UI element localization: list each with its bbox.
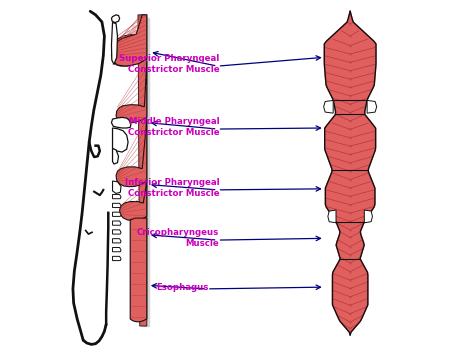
Polygon shape [324,100,333,113]
Polygon shape [112,148,118,164]
Polygon shape [116,119,147,187]
Polygon shape [365,210,373,223]
Polygon shape [112,15,142,66]
Polygon shape [138,15,147,326]
Polygon shape [137,20,139,59]
Polygon shape [112,195,121,199]
Polygon shape [116,61,147,123]
Text: Superior Pharyngeal
Constrictor Muscle: Superior Pharyngeal Constrictor Muscle [119,54,219,75]
Polygon shape [122,36,125,62]
Text: Inferior Pharyngeal
Constrictor Muscle: Inferior Pharyngeal Constrictor Muscle [125,178,219,198]
Polygon shape [367,100,377,113]
Polygon shape [111,15,119,23]
Polygon shape [112,128,128,152]
Text: Esophagus: Esophagus [156,283,209,291]
Polygon shape [142,15,145,57]
Polygon shape [111,23,118,64]
Text: Middle Pharyngeal
Constrictor Muscle: Middle Pharyngeal Constrictor Muscle [128,117,219,137]
Polygon shape [324,11,376,335]
Polygon shape [127,31,130,61]
Text: Cricopharyngeus
Muscle: Cricopharyngeus Muscle [137,228,219,248]
Polygon shape [328,210,336,223]
Polygon shape [119,181,147,221]
Polygon shape [112,256,121,261]
Polygon shape [112,47,115,64]
Polygon shape [132,26,135,60]
Polygon shape [142,18,148,326]
Polygon shape [112,221,121,225]
Polygon shape [111,118,131,128]
Polygon shape [130,218,147,322]
Polygon shape [112,181,121,193]
Polygon shape [118,42,120,63]
Polygon shape [112,203,121,208]
Polygon shape [112,230,121,234]
Polygon shape [112,212,121,217]
Polygon shape [112,247,121,252]
Polygon shape [112,239,121,243]
Polygon shape [111,15,147,66]
